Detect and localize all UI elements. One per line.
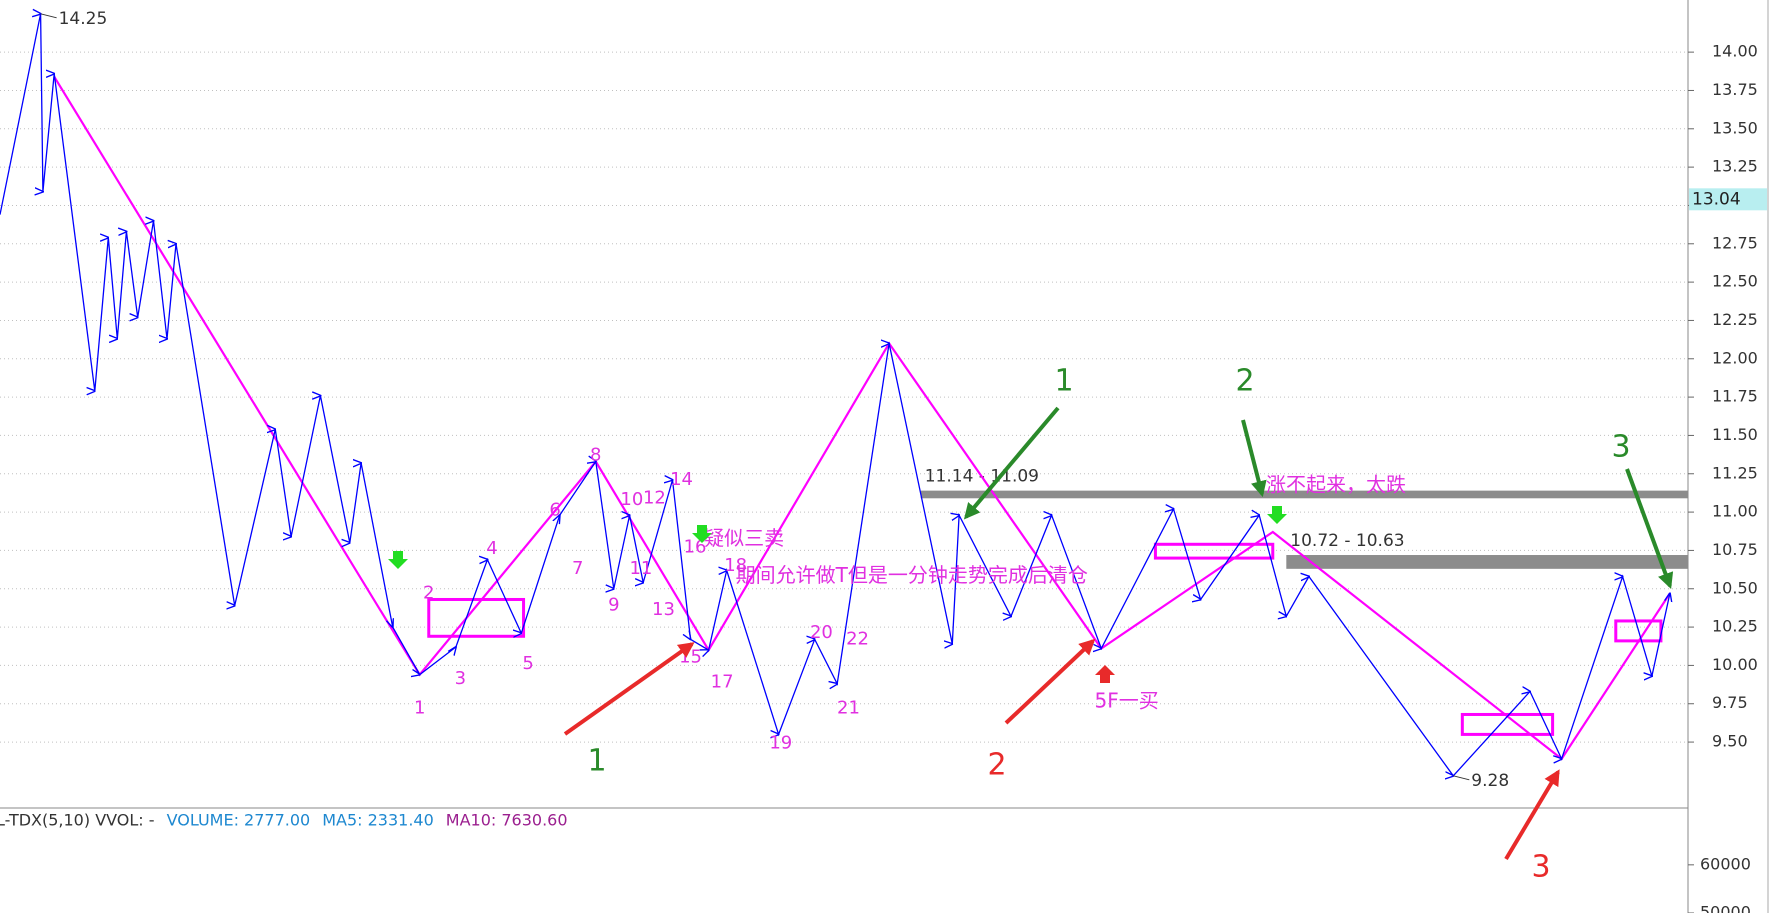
count-label: 1 (414, 697, 425, 718)
zone-label: 10.72 - 10.63 (1290, 531, 1404, 551)
callout-label: 3 (1611, 430, 1630, 465)
count-label: 3 (455, 668, 466, 689)
callout-arrow (563, 642, 695, 736)
count-label: 7 (572, 558, 583, 579)
y-tick-label: 10.75 (1712, 540, 1758, 559)
signal-down (1267, 506, 1287, 524)
y-tick-label: 13.50 (1712, 118, 1758, 137)
callout-label: 2 (1235, 364, 1254, 399)
price-tag-label: 13.04 (1692, 189, 1741, 209)
count-label: 20 (810, 622, 833, 643)
plot: 9.509.7510.0010.2510.5010.7511.0011.2511… (0, 9, 1767, 791)
y-tick-label: 10.00 (1712, 655, 1758, 674)
extreme-label: 9.28 (1471, 771, 1509, 791)
y-tick-label: 60000 (1700, 854, 1751, 873)
count-label: 17 (711, 671, 734, 692)
y-tick-label: 13.25 (1712, 157, 1758, 176)
zigzag-line (0, 14, 1670, 776)
count-label: 10 (620, 489, 643, 510)
callout-label: 3 (1531, 850, 1550, 885)
count-label: 18 (724, 555, 747, 576)
count-label: 14 (670, 469, 693, 490)
count-label: 8 (590, 444, 601, 465)
count-label: 4 (486, 538, 497, 559)
count-label: 2 (423, 582, 434, 603)
count-label: 13 (652, 599, 675, 620)
extreme-label: 14.25 (59, 9, 108, 29)
y-tick-label: 10.25 (1712, 617, 1758, 636)
y-tick-label: 11.50 (1712, 425, 1758, 444)
y-tick-label: 12.25 (1712, 310, 1758, 329)
callout-arrow (1241, 419, 1267, 498)
extreme-pointer (40, 13, 57, 19)
callouts: 1 2 3 1 2 3 (388, 364, 1674, 885)
callout-arrow (1504, 769, 1560, 861)
y-tick-label: 10.50 (1712, 578, 1758, 597)
y-tick-label: 13.75 (1712, 80, 1758, 99)
note: 涨不起来，太跌 (1266, 473, 1406, 497)
count-label: 6 (549, 500, 560, 521)
y-tick-label: 9.50 (1712, 732, 1748, 751)
y-tick-label: 50000 (1700, 903, 1751, 913)
zone (1286, 555, 1688, 569)
callout-arrow (1004, 638, 1096, 725)
y-tick-label: 14.00 (1712, 42, 1758, 61)
y-tick-label: 11.00 (1712, 502, 1758, 521)
extreme-pointer (1453, 775, 1470, 781)
signal-up (1095, 665, 1115, 683)
y-tick-label: 12.00 (1712, 348, 1758, 367)
note: 疑似三卖 (704, 526, 784, 550)
callout-label: 1 (1054, 364, 1073, 399)
y-tick-label: 11.25 (1712, 463, 1758, 482)
signal-down (692, 525, 712, 543)
callout-arrow (1625, 468, 1674, 590)
indicator-label: L-TDX(5,10) VVOL: - (0, 811, 155, 830)
count-label: 11 (629, 558, 652, 579)
count-label: 19 (769, 733, 792, 754)
count-label: 22 (846, 628, 869, 649)
y-tick-label: 12.50 (1712, 272, 1758, 291)
note: 5F一买 (1094, 689, 1158, 713)
indicator-label: MA5: 2331.40 (322, 811, 434, 830)
count-label: 21 (837, 697, 860, 718)
y-tick-label: 9.75 (1712, 693, 1748, 712)
y-tick-label: 11.75 (1712, 387, 1758, 406)
count-label: 5 (522, 653, 533, 674)
count-label: 9 (608, 595, 619, 616)
y-tick-label: 12.75 (1712, 233, 1758, 252)
count-label: 12 (643, 487, 666, 508)
price-tag (1689, 188, 1767, 211)
signal-down (388, 551, 408, 569)
callout-label: 1 (587, 744, 606, 779)
callout-label: 2 (987, 748, 1006, 783)
note: 期间允许做T但是一分钟走势完成后清仓 (736, 563, 1088, 587)
indicator-label: VOLUME: 2777.00 (167, 811, 311, 830)
callout-arrow (963, 406, 1060, 520)
indicator-label: MA10: 7630.60 (446, 811, 568, 830)
